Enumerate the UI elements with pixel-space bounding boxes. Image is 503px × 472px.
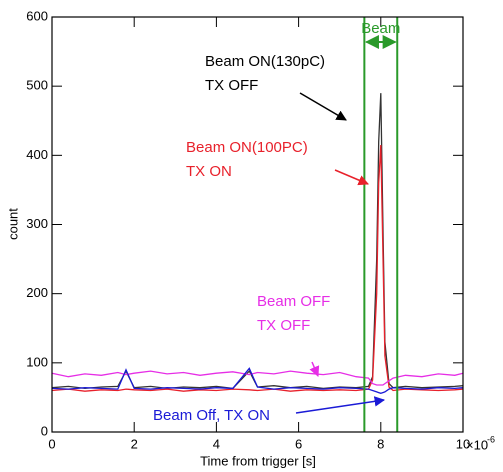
series-annotation: Beam ON(100PC) TX ON bbox=[186, 139, 308, 180]
annotation-arrow bbox=[309, 361, 320, 377]
x-tick-label: 4 bbox=[213, 436, 220, 451]
x-tick-label: 6 bbox=[295, 436, 302, 451]
series-line bbox=[51, 367, 464, 394]
annotation-arrow bbox=[295, 396, 386, 414]
annotation-arrow bbox=[334, 169, 369, 186]
series-line bbox=[51, 93, 464, 390]
series-annotation: Beam OFF TX OFF bbox=[257, 293, 330, 334]
series-line bbox=[51, 144, 464, 392]
y-tick-label: 400 bbox=[26, 147, 48, 162]
y-tick-label: 300 bbox=[26, 216, 48, 231]
series-annotation: Beam ON(130pC) TX OFF bbox=[205, 53, 325, 94]
beam-label: Beam bbox=[361, 20, 400, 37]
y-tick-label: 200 bbox=[26, 285, 48, 300]
x-axis-label: Time from trigger [s] bbox=[200, 453, 316, 468]
series-line bbox=[51, 370, 464, 386]
x-tick-label: 8 bbox=[377, 436, 384, 451]
x-tick-label: 2 bbox=[131, 436, 138, 451]
y-tick-label: 500 bbox=[26, 78, 48, 93]
x-exponent: -6 bbox=[487, 434, 495, 444]
y-tick-label: 0 bbox=[41, 423, 48, 438]
x-tick-label: 0 bbox=[48, 436, 55, 451]
plot-frame bbox=[51, 16, 464, 433]
x-multiplier: ×10 bbox=[466, 437, 488, 452]
x-tick-label: 10 bbox=[456, 436, 470, 451]
annotation-arrow bbox=[299, 92, 347, 121]
y-tick-label: 600 bbox=[26, 8, 48, 23]
series-annotation: Beam Off, TX ON bbox=[153, 407, 270, 424]
y-tick-label: 100 bbox=[26, 354, 48, 369]
y-axis-label: count bbox=[5, 208, 20, 240]
